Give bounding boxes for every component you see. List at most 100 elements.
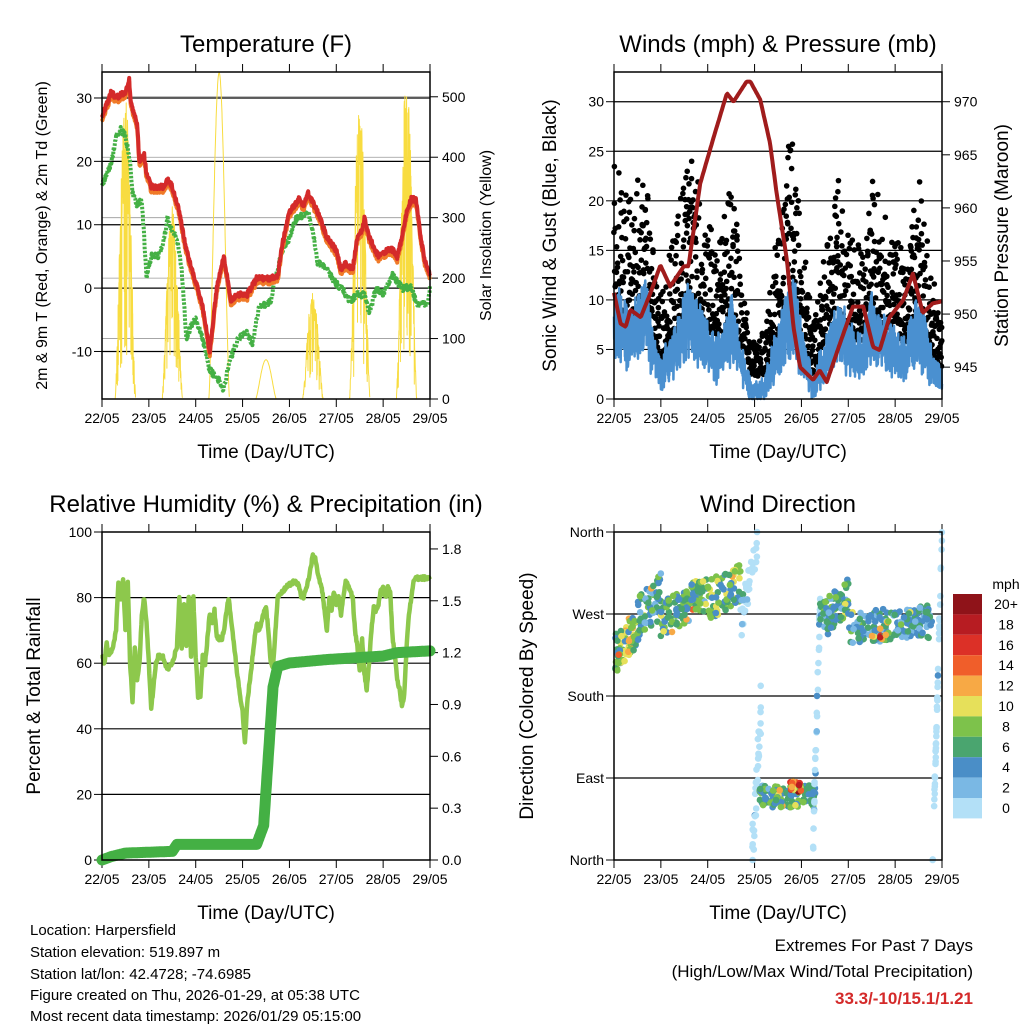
wind-direction-point (812, 746, 820, 754)
wind-direction-point (722, 606, 729, 614)
wind-direction-point (631, 617, 638, 625)
y2-tick-label: 1.5 (442, 593, 462, 609)
wind-direction-point (811, 799, 818, 806)
gust-point (709, 302, 716, 309)
wind-direction-point (923, 616, 931, 623)
gust-point (832, 203, 838, 210)
gust-point (875, 308, 882, 315)
extremes-box: Extremes For Past 7 Days (High/Low/Max W… (672, 936, 973, 1008)
wind-direction-point (811, 766, 819, 774)
wind-direction-point (934, 672, 942, 679)
wind-direction-point (931, 796, 938, 803)
y-tick-label: North (570, 524, 604, 540)
y2-tick-label: 970 (954, 94, 978, 110)
wind-direction-point (657, 608, 665, 616)
gust-point (668, 257, 674, 263)
y2-tick-label: 0 (442, 391, 450, 407)
gust-point (613, 269, 620, 276)
gust-point (743, 324, 750, 331)
wind-direction-point (726, 581, 734, 589)
x-tick-label: 24/05 (690, 410, 725, 426)
extremes-subtitle: (High/Low/Max Wind/Total Precipitation) (672, 962, 973, 981)
gust-point (928, 275, 934, 282)
gust-point (683, 272, 689, 278)
legend-swatch (953, 614, 982, 635)
chart-title: Temperature (F) (180, 31, 352, 58)
wind-direction-point (919, 629, 926, 637)
wind-direction-point (815, 659, 822, 667)
gust-point (728, 285, 735, 292)
wind-direction-point (708, 575, 715, 583)
wind-direction-point (813, 709, 821, 717)
wind-direction-point (757, 720, 764, 727)
gust-point (705, 237, 711, 243)
y-tick-label: 30 (588, 94, 604, 110)
gust-point (780, 274, 787, 281)
y2-tick-label: 1.8 (442, 541, 462, 557)
gust-point (841, 272, 847, 279)
gust-point (771, 311, 778, 318)
gust-point (835, 220, 842, 227)
solar-insolation-line (255, 359, 277, 400)
wind-direction-point (730, 596, 738, 603)
wind-direction-point (825, 609, 833, 616)
wind-direction-point (820, 610, 827, 617)
winds-panel: Winds (mph) & Pressure (mb) Time (Day/UTC… (540, 31, 1013, 463)
gust-point (711, 263, 718, 269)
gust-point (655, 318, 661, 325)
gust-point (831, 291, 837, 297)
y-tick-label: 5 (596, 341, 604, 357)
y2-tick-label: 0.6 (442, 748, 462, 764)
gust-point (772, 279, 779, 286)
gust-point (892, 251, 899, 258)
wind-direction-point (613, 637, 621, 645)
x-tick-label: 23/05 (643, 871, 678, 887)
footer-latlon: Station lat/lon: 42.4728; -74.6985 (30, 966, 251, 983)
x-tick-label: 27/05 (319, 410, 354, 426)
wind-direction-point (714, 589, 722, 596)
gust-point (773, 273, 779, 280)
wind-direction-point (725, 571, 733, 579)
wind-direction-point (927, 621, 934, 629)
wind-direction-point (717, 581, 724, 589)
gust-point (731, 228, 738, 234)
gust-point (889, 289, 895, 296)
gust-point (835, 188, 841, 195)
gust-point (884, 273, 890, 280)
gust-point (833, 243, 840, 250)
wind-direction-point (754, 735, 762, 743)
wind-direction-point (627, 624, 635, 632)
legend-swatch (953, 757, 982, 778)
y-tick-label: 10 (76, 217, 92, 233)
wind-direction-point (618, 632, 625, 640)
wind-direction-point (683, 589, 691, 597)
y2-tick-label: 100 (442, 331, 466, 347)
gust-point (756, 344, 762, 351)
temperature-9m-line (100, 79, 432, 359)
wind-direction-point (617, 627, 625, 635)
gust-point (744, 329, 751, 336)
gust-point (778, 293, 785, 300)
wind-direction-point (747, 558, 755, 566)
wind-direction-point (814, 686, 822, 694)
wind-direction-point (756, 785, 764, 793)
wind-direction-point (753, 539, 761, 547)
y-tick-label: 0 (596, 391, 604, 407)
gust-point (688, 158, 695, 165)
footer-recent: Most recent data timestamp: 2026/01/29 0… (30, 1008, 361, 1024)
wind-direction-point (934, 665, 942, 673)
gust-point (824, 242, 831, 248)
wind-direction-point (797, 787, 805, 794)
wind-direction-point (904, 628, 912, 635)
wind-direction-panel: Wind Direction Time (Day/UTC) Direction (C… (517, 491, 1020, 924)
gust-point (920, 293, 926, 299)
gust-point (707, 287, 713, 293)
gust-point (712, 252, 718, 258)
wind-direction-point (621, 657, 628, 665)
gust-point (692, 254, 699, 260)
gust-point (841, 292, 847, 299)
gust-point (916, 179, 923, 185)
wind-direction-point (855, 635, 862, 642)
wind-direction-point (688, 581, 696, 588)
gust-point (736, 273, 743, 280)
